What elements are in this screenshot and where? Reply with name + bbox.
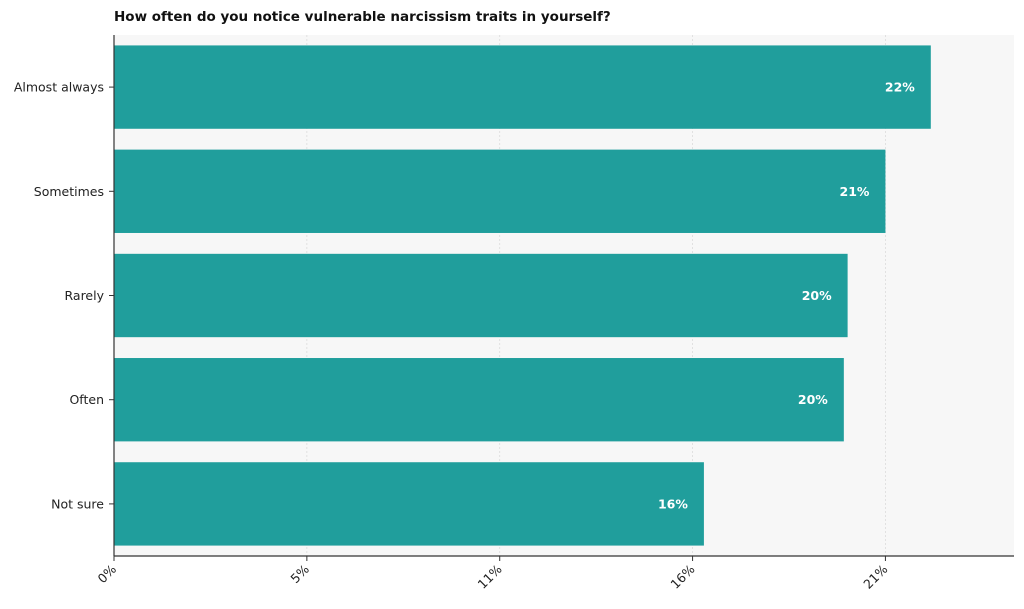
- axes: [113, 35, 1014, 557]
- category-label: Almost always: [14, 80, 104, 95]
- x-tick-label: 16%: [667, 561, 697, 591]
- data-label: 21%: [840, 184, 870, 199]
- category-label: Rarely: [65, 288, 105, 303]
- category-labels: Almost always Sometimes Rarely Often Not sur…: [14, 80, 114, 511]
- bar: [114, 358, 844, 442]
- category-label: Often: [69, 392, 104, 407]
- data-label: 20%: [798, 392, 828, 407]
- bars: [114, 45, 931, 546]
- bar: [114, 253, 848, 338]
- x-tick-label: 21%: [860, 561, 890, 591]
- data-labels: 22% 21% 20% 20% 16%: [658, 80, 915, 512]
- x-tick-label: 11%: [475, 561, 505, 591]
- x-axis-ticks: 0% 5% 11% 16% 21%: [94, 556, 891, 592]
- data-label: 20%: [802, 288, 832, 303]
- bar: [114, 45, 931, 129]
- bar: [114, 149, 886, 233]
- x-tick-label: 0%: [94, 561, 119, 586]
- data-label: 22%: [885, 80, 915, 95]
- data-label: 16%: [658, 496, 688, 511]
- bar: [114, 462, 704, 546]
- category-label: Not sure: [51, 496, 104, 511]
- category-label: Sometimes: [34, 184, 104, 199]
- x-tick-label: 5%: [287, 561, 312, 586]
- chart-title: How often do you notice vulnerable narci…: [114, 9, 611, 25]
